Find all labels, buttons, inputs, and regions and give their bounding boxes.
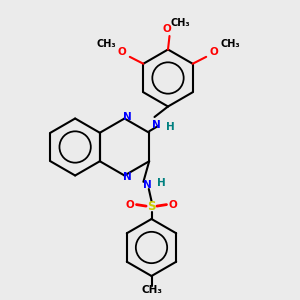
Text: O: O	[169, 200, 178, 210]
Text: N: N	[142, 180, 152, 190]
Text: CH₃: CH₃	[220, 39, 240, 49]
Text: O: O	[209, 47, 218, 57]
Text: CH₃: CH₃	[170, 17, 190, 28]
Text: O: O	[162, 23, 171, 34]
Text: N: N	[152, 119, 161, 130]
Text: N: N	[122, 112, 131, 122]
Text: S: S	[147, 200, 156, 214]
Text: H: H	[157, 178, 166, 188]
Text: H: H	[166, 122, 175, 132]
Text: CH₃: CH₃	[96, 39, 116, 49]
Text: N: N	[122, 172, 131, 182]
Text: O: O	[118, 47, 127, 57]
Text: O: O	[125, 200, 134, 210]
Text: CH₃: CH₃	[141, 285, 162, 296]
